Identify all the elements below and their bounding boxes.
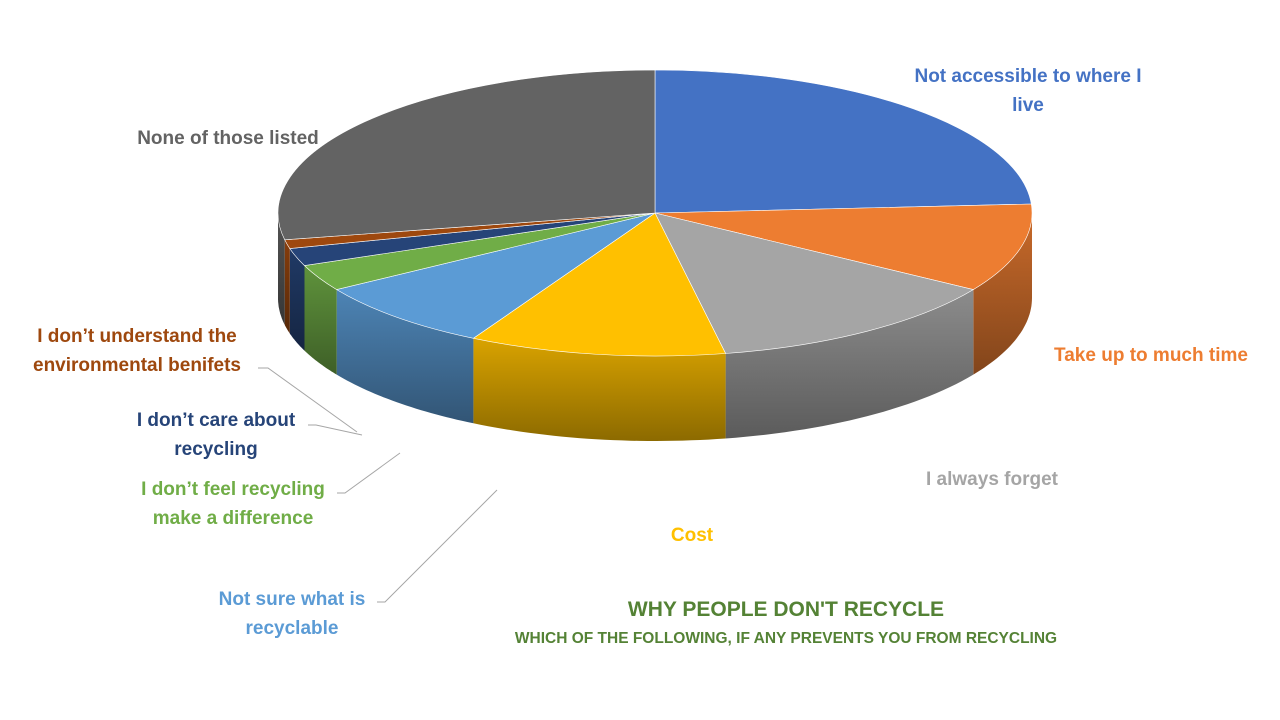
pie-side-1 <box>973 213 1032 375</box>
leader-lines <box>258 367 498 603</box>
leader-line-4 <box>377 489 498 603</box>
pie-tops <box>277 69 1033 357</box>
leader-line-6 <box>308 424 363 436</box>
pie-side-3 <box>473 338 726 441</box>
leader-line-7 <box>258 367 358 433</box>
pie-side-5 <box>304 265 337 375</box>
data-label-6: I don’t care about recycling <box>137 410 296 460</box>
data-label-1: Take up to much time <box>1054 345 1248 366</box>
pie-slice-1 <box>654 203 1033 290</box>
data-label-3: Cost <box>671 525 714 546</box>
pie-side-4 <box>336 289 474 424</box>
data-label-4: Not sure what is recyclable <box>219 589 366 639</box>
pie-slice-3 <box>472 212 727 357</box>
pie-slice-2 <box>654 212 975 354</box>
pie-side-6 <box>289 248 305 351</box>
data-label-7: I don’t understand the environmental beni… <box>33 326 241 376</box>
chart-subtitle: WHICH OF THE FOLLOWING, IF ANY PREVENTS … <box>515 630 1057 647</box>
pie-slice-0 <box>654 69 1032 214</box>
pie-side-2 <box>725 289 974 439</box>
pie-side-8 <box>278 213 285 325</box>
leader-line-5 <box>337 452 401 494</box>
pie-sides <box>278 213 1032 441</box>
pie-slice-8 <box>277 69 656 241</box>
data-label-2: I always forget <box>926 469 1059 490</box>
chart-title: WHY PEOPLE DON'T RECYCLE <box>628 598 944 621</box>
pie-slice-4 <box>335 212 656 339</box>
pie-side-7 <box>284 239 290 334</box>
data-label-8: None of those listed <box>137 128 319 149</box>
data-label-5: I don’t feel recycling make a difference <box>141 479 325 529</box>
